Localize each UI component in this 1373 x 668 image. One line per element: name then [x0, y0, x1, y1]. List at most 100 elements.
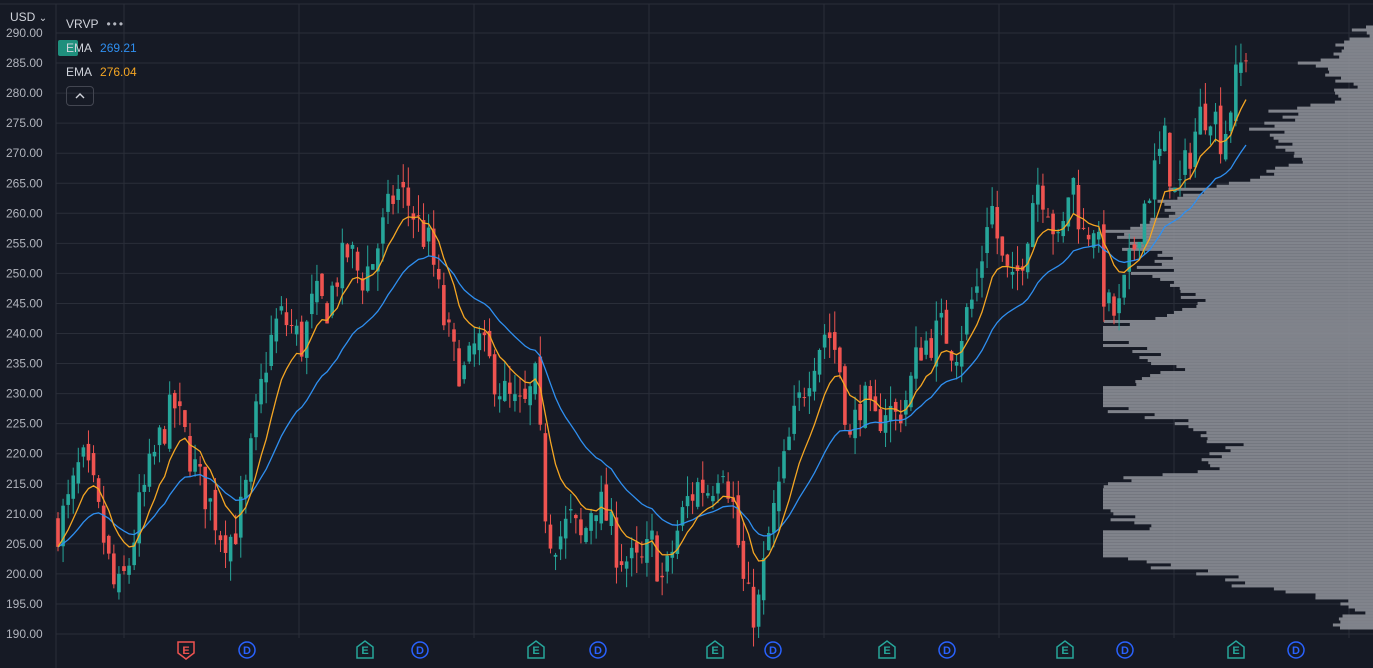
earnings-icon [1227, 640, 1245, 659]
candle-body [934, 320, 939, 367]
candle-body [766, 533, 771, 551]
currency-selector[interactable]: USD ⌄ [10, 10, 47, 24]
candle-body [112, 553, 116, 585]
candle-body [970, 299, 974, 309]
volume-profile-bar [1151, 362, 1373, 366]
candle-body [721, 476, 725, 478]
volume-profile-bar [1103, 542, 1373, 546]
volume-profile-bar [1230, 449, 1373, 453]
volume-profile-bar [1123, 476, 1373, 480]
volume-profile-bar [1103, 332, 1373, 335]
volume-profile-bar [1201, 458, 1373, 462]
legend-row-vrvp[interactable]: VRVP ••• [66, 12, 137, 36]
candle-body [198, 464, 202, 467]
volume-profile-bar [1200, 434, 1373, 438]
volume-profile-bar [1103, 398, 1373, 402]
candle-body [213, 489, 218, 531]
legend-row-ema-fast[interactable]: EMA 276.04 [66, 60, 137, 84]
candle-body [904, 400, 908, 415]
volume-profile-bar [1193, 428, 1373, 432]
dividend-marker[interactable]: D [1116, 641, 1134, 659]
candle-body [122, 566, 126, 571]
candle-body [1107, 292, 1111, 304]
candle-body [1056, 232, 1060, 234]
volume-profile-bar [1273, 136, 1373, 140]
volume-profile-bar [1103, 545, 1373, 549]
volume-profile-bar [1341, 97, 1373, 101]
candle-body [406, 187, 411, 206]
volume-profile-bar [1249, 127, 1373, 131]
candle-body [1000, 236, 1005, 256]
y-tick-label: 225.00 [6, 417, 43, 431]
volume-profile-bar [1196, 304, 1373, 308]
volume-profile-bar [1238, 575, 1373, 579]
volume-profile-bar [1157, 253, 1373, 257]
volume-profile-bar [1196, 572, 1373, 576]
earnings-marker[interactable]: E [177, 641, 195, 660]
dividend-marker[interactable]: D [1287, 641, 1305, 659]
volume-profile-bar [1274, 124, 1373, 128]
candle-body [178, 401, 182, 407]
candle-body [1183, 150, 1187, 175]
candle-body [883, 415, 888, 433]
y-tick-label: 275.00 [6, 116, 43, 130]
candle-body [995, 207, 1000, 239]
volume-profile-bar [1134, 521, 1373, 525]
earnings-marker[interactable]: E [1227, 640, 1245, 659]
dividend-marker[interactable]: D [764, 641, 782, 659]
candle-body [76, 462, 81, 484]
candle-body [1147, 200, 1152, 203]
earnings-marker[interactable]: E [706, 640, 724, 659]
volume-profile-bar [1335, 43, 1373, 47]
volume-profile-bar [1284, 130, 1373, 134]
volume-profile-bar [1205, 298, 1373, 302]
candle-body [975, 286, 979, 293]
volume-profile-bar [1353, 82, 1373, 86]
candle-body [695, 482, 700, 507]
earnings-marker[interactable]: E [1056, 640, 1074, 659]
dividend-marker[interactable]: D [938, 641, 956, 659]
volume-profile-bar [1124, 232, 1373, 236]
candle-body [431, 228, 436, 265]
candle-body [238, 496, 243, 538]
candle-body [1137, 242, 1142, 249]
candle-body [345, 244, 350, 258]
candle-body [832, 332, 837, 350]
candle-body [1081, 227, 1086, 229]
volume-profile-bar [1122, 247, 1373, 251]
candle-body [1030, 203, 1035, 248]
volume-profile-bar [1329, 70, 1373, 74]
earnings-marker[interactable]: E [527, 640, 545, 659]
volume-profile-bar [1103, 554, 1373, 558]
collapse-legend-button[interactable] [66, 86, 94, 106]
candle-body [873, 396, 878, 412]
volume-profile-bar [1152, 274, 1373, 278]
chevron-up-icon [75, 90, 85, 102]
candle-body [294, 325, 299, 335]
legend-row-ema-slow[interactable]: EMA 269.21 [66, 36, 137, 60]
candle-body [563, 518, 568, 539]
dividend-marker[interactable]: D [589, 641, 607, 659]
more-options-icon[interactable]: ••• [106, 17, 126, 31]
dividend-marker[interactable]: D [411, 641, 429, 659]
volume-profile-bar [1354, 608, 1373, 612]
volume-profile-bar [1103, 491, 1373, 495]
volume-profile-bar [1110, 518, 1373, 522]
dividend-marker[interactable]: D [238, 641, 256, 659]
candle-body [751, 586, 756, 628]
volume-profile-bar [1135, 380, 1373, 384]
candle-body [310, 293, 314, 315]
volume-profile-bar [1185, 368, 1373, 372]
candle-body [614, 517, 619, 568]
candle-body [447, 319, 451, 323]
earnings-marker[interactable]: E [878, 640, 896, 659]
legend-value: 269.21 [100, 41, 137, 55]
price-axis[interactable]: 190.00 195.00 200.00 205.00 210.00 215.00 220.… [6, 26, 43, 641]
candle-body [1157, 148, 1162, 156]
candle-body [919, 347, 923, 361]
legend-value: 276.04 [100, 65, 137, 79]
candle-body [1132, 244, 1137, 250]
earnings-marker[interactable]: E [356, 640, 374, 659]
candle-body [1010, 271, 1015, 275]
